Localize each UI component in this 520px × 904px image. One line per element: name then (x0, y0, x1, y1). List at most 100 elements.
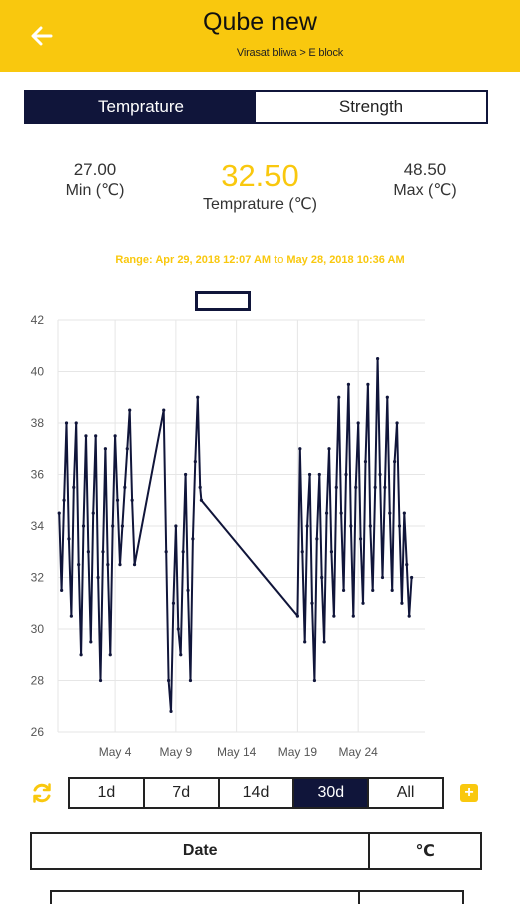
range-connector: to (274, 254, 284, 266)
data-point (320, 575, 324, 580)
period-7d[interactable]: 7d (145, 779, 220, 807)
data-point (193, 460, 197, 464)
data-point (130, 498, 134, 502)
data-point (106, 563, 110, 567)
x-tick-label: May 4 (99, 745, 132, 759)
table-cell (360, 892, 463, 904)
data-point (339, 511, 343, 515)
plus-icon[interactable]: + (460, 784, 478, 802)
data-point (120, 524, 125, 528)
data-point (96, 575, 100, 580)
data-point (354, 485, 358, 489)
y-tick-label: 38 (31, 416, 45, 430)
max-label: Max (℃) (393, 182, 457, 199)
data-point (69, 614, 73, 618)
y-tick-label: 32 (31, 571, 45, 585)
data-point (188, 678, 193, 683)
x-tick-label: May 14 (217, 745, 257, 759)
refresh-icon[interactable] (30, 781, 54, 805)
y-tick-label: 34 (31, 519, 45, 533)
data-point (132, 563, 137, 567)
data-point (94, 434, 98, 438)
data-point (166, 678, 171, 683)
data-point (351, 614, 355, 618)
data-point (300, 550, 304, 554)
data-point (393, 460, 397, 464)
table-cell (52, 892, 360, 904)
range-prefix: Range: (115, 254, 153, 266)
data-point (376, 357, 380, 361)
data-point (91, 511, 95, 515)
data-point (366, 382, 370, 386)
data-point (295, 614, 300, 618)
metric-tabs: Temprature Strength (24, 90, 488, 124)
data-point (341, 588, 346, 592)
data-point (171, 601, 176, 605)
data-point (317, 472, 321, 477)
back-button[interactable] (22, 18, 62, 54)
range-to: May 28, 2018 10:36 AM (286, 254, 405, 266)
data-point (183, 472, 188, 477)
data-point (390, 588, 394, 592)
data-point (62, 498, 66, 502)
data-point (307, 472, 312, 477)
range-from: Apr 29, 2018 12:07 AM (155, 254, 272, 266)
x-tick-label: May 19 (278, 745, 318, 759)
data-point (57, 511, 61, 515)
data-point (84, 434, 88, 438)
period-toolbar: 1d 7d 14d 30d All + (30, 777, 480, 809)
data-point (329, 550, 334, 554)
x-tick-label: May 24 (338, 745, 378, 759)
data-point (327, 447, 331, 451)
period-14d[interactable]: 14d (220, 779, 295, 807)
data-point (181, 550, 185, 554)
data-point (344, 472, 348, 477)
data-point (322, 640, 326, 644)
y-tick-label: 30 (31, 622, 45, 636)
data-point (371, 588, 375, 592)
data-point (356, 421, 360, 425)
tab-temprature[interactable]: Temprature (26, 92, 256, 122)
data-point (89, 640, 93, 644)
unit-column-header: ℃ (415, 843, 435, 860)
data-point (395, 421, 399, 425)
period-30d[interactable]: 30d (294, 779, 370, 807)
data-point (397, 524, 402, 528)
data-point (64, 421, 69, 425)
data-point (115, 498, 120, 502)
data-point (410, 575, 414, 580)
data-point (303, 640, 307, 644)
data-point (361, 601, 365, 605)
data-point (111, 524, 115, 528)
data-point (373, 485, 377, 489)
data-point (198, 485, 202, 489)
data-point (86, 550, 90, 554)
y-tick-label: 36 (31, 468, 45, 482)
data-point (324, 511, 329, 515)
data-point (337, 395, 341, 399)
data-point (77, 563, 81, 567)
back-arrow-icon (31, 26, 53, 46)
period-1d[interactable]: 1d (70, 779, 145, 807)
min-stat: 27.00 Min (℃) (50, 160, 140, 200)
tab-strength[interactable]: Strength (256, 92, 486, 122)
data-point (162, 408, 166, 412)
data-point (346, 382, 351, 386)
data-point (174, 524, 178, 528)
data-point (315, 537, 319, 541)
min-label: Min (℃) (65, 182, 125, 199)
current-value: 32.50 (221, 158, 299, 193)
data-point (123, 485, 127, 489)
data-point (113, 434, 117, 438)
data-point (103, 447, 107, 451)
data-point (380, 575, 385, 580)
data-point (164, 550, 168, 554)
data-point (196, 395, 200, 399)
data-point (298, 447, 302, 451)
data-point (405, 563, 409, 567)
breadcrumb: Virasat bliwa > E block (236, 47, 344, 59)
temperature-series-line (58, 357, 413, 713)
period-all[interactable]: All (396, 784, 415, 801)
data-point (101, 550, 105, 554)
data-point (363, 460, 368, 464)
